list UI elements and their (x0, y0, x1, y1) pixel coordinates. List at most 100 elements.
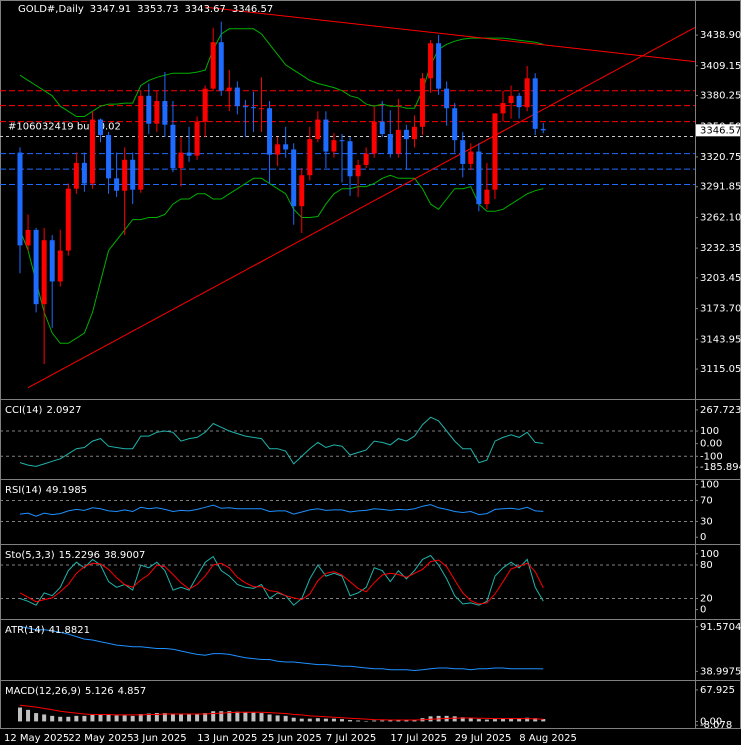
candle-body (283, 144, 289, 150)
candle-body (532, 78, 538, 129)
candle-body (17, 152, 23, 246)
candle-body (89, 119, 95, 184)
ohlc-value: 3343.67 (184, 4, 225, 15)
histogram-bar (114, 715, 119, 722)
histogram-bar (259, 713, 264, 722)
y-tick-label: 100 (700, 426, 719, 437)
indicator-value: 5.126 (85, 686, 114, 697)
histogram-bar (227, 711, 232, 722)
chart-title: GOLD#,Daily 3347.91 3353.73 3343.67 3346.57 (18, 4, 273, 15)
candle-body (114, 178, 120, 191)
histogram-bar (122, 715, 127, 722)
histogram-bar (90, 714, 95, 722)
symbol-title: GOLD#,Daily (18, 4, 84, 15)
order-label: #106032419 buy 0.02 (8, 121, 121, 132)
histogram-bar (211, 711, 216, 722)
histogram-bar (146, 713, 151, 722)
histogram-bar (412, 719, 417, 722)
candle-body (371, 121, 377, 154)
histogram-bar (501, 718, 505, 722)
candle-body (460, 140, 466, 164)
indicator-name: CCI(14) (5, 405, 43, 416)
histogram-bar (219, 711, 224, 722)
candle-body (323, 119, 329, 152)
x-tick-label: 25 Jun 2025 (262, 733, 322, 744)
y-tick-label: 3380.25 (700, 91, 741, 102)
y-tick-label: 30 (700, 516, 713, 527)
histogram-bar (154, 713, 159, 722)
candle-body (484, 189, 490, 205)
histogram-bar (187, 714, 192, 722)
indicator-value: 2.0927 (46, 405, 81, 416)
indicator-line (19, 554, 544, 606)
histogram-bar (203, 713, 208, 722)
y-tick-label: 3320.75 (700, 152, 741, 163)
y-tick-label: -100 (700, 451, 723, 462)
candle-body (291, 149, 297, 207)
histogram-bar (74, 715, 79, 722)
candle-body (210, 42, 216, 89)
x-tick-label: 7 Jul 2025 (326, 733, 376, 744)
indicator-title: CCI(14) 2.0927 (5, 405, 81, 416)
candle-body (146, 95, 152, 124)
y-tick-label: 38.9975 (700, 666, 741, 677)
candle-body (259, 108, 264, 110)
indicator-value: 49.1985 (46, 485, 87, 496)
y-tick-label: 20 (700, 593, 713, 604)
candle-body (106, 135, 112, 179)
candle-body (33, 229, 39, 305)
y-tick-label: 3262.10 (700, 212, 741, 223)
candle-body (331, 140, 337, 152)
y-tick-label: -8.078 (700, 720, 732, 731)
histogram-bar (315, 718, 320, 722)
candle-body (186, 152, 192, 156)
histogram-bar (162, 713, 167, 722)
histogram-bar (58, 716, 63, 722)
indicator-title: Sto(5,3,3) 15.2296 38.9007 (5, 550, 145, 561)
indicator-line (19, 504, 544, 517)
price-plot: #106032419 buy 0.02 (0, 6, 695, 389)
ohlc-value: 3353.73 (137, 4, 178, 15)
candle-body (194, 121, 200, 156)
candle-body (65, 188, 71, 251)
candle-body (355, 164, 361, 177)
indicator-name: RSI(14) (5, 485, 42, 496)
ohlc-value: 3346.57 (232, 4, 273, 15)
indicator-name: ATR(14) (5, 625, 45, 636)
histogram-bar (307, 718, 312, 722)
candle-body (420, 78, 425, 127)
candle-body (73, 162, 79, 189)
y-tick-label: 3173.70 (700, 304, 741, 315)
candle-body (411, 126, 417, 140)
histogram-bar (275, 715, 280, 722)
x-tick-label: 22 May 2025 (68, 733, 133, 744)
histogram-bar (323, 718, 328, 722)
candle-body (500, 103, 506, 114)
histogram-bar (356, 720, 361, 722)
indicator-title: MACD(12,26,9) 5.126 4.857 (5, 686, 146, 697)
candle-body (540, 128, 546, 131)
x-tick-label: 29 Jul 2025 (455, 733, 512, 744)
histogram-bar (18, 707, 22, 722)
candle-body (363, 153, 369, 165)
trend-line (27, 26, 695, 389)
histogram-bar (34, 713, 39, 722)
candle-body (267, 108, 273, 155)
y-tick-label: 3143.95 (700, 334, 741, 345)
candle-body (218, 42, 224, 91)
x-tick-label: 13 Jun 2025 (197, 733, 257, 744)
histogram-bar (179, 714, 183, 722)
candle-body (307, 139, 313, 176)
y-tick-label: 80 (700, 560, 713, 571)
histogram-bar (251, 712, 256, 722)
histogram-bar (170, 714, 175, 722)
histogram-bar (388, 720, 393, 722)
candle-body (339, 140, 345, 142)
candle-body (122, 159, 128, 191)
indicator-value: 41.8821 (49, 625, 90, 636)
histogram-bar (283, 715, 288, 722)
y-tick-label: 70 (700, 495, 713, 506)
candle-body (403, 129, 409, 140)
histogram-bar (82, 715, 87, 722)
current-price-label: 3346.57 (700, 125, 741, 136)
